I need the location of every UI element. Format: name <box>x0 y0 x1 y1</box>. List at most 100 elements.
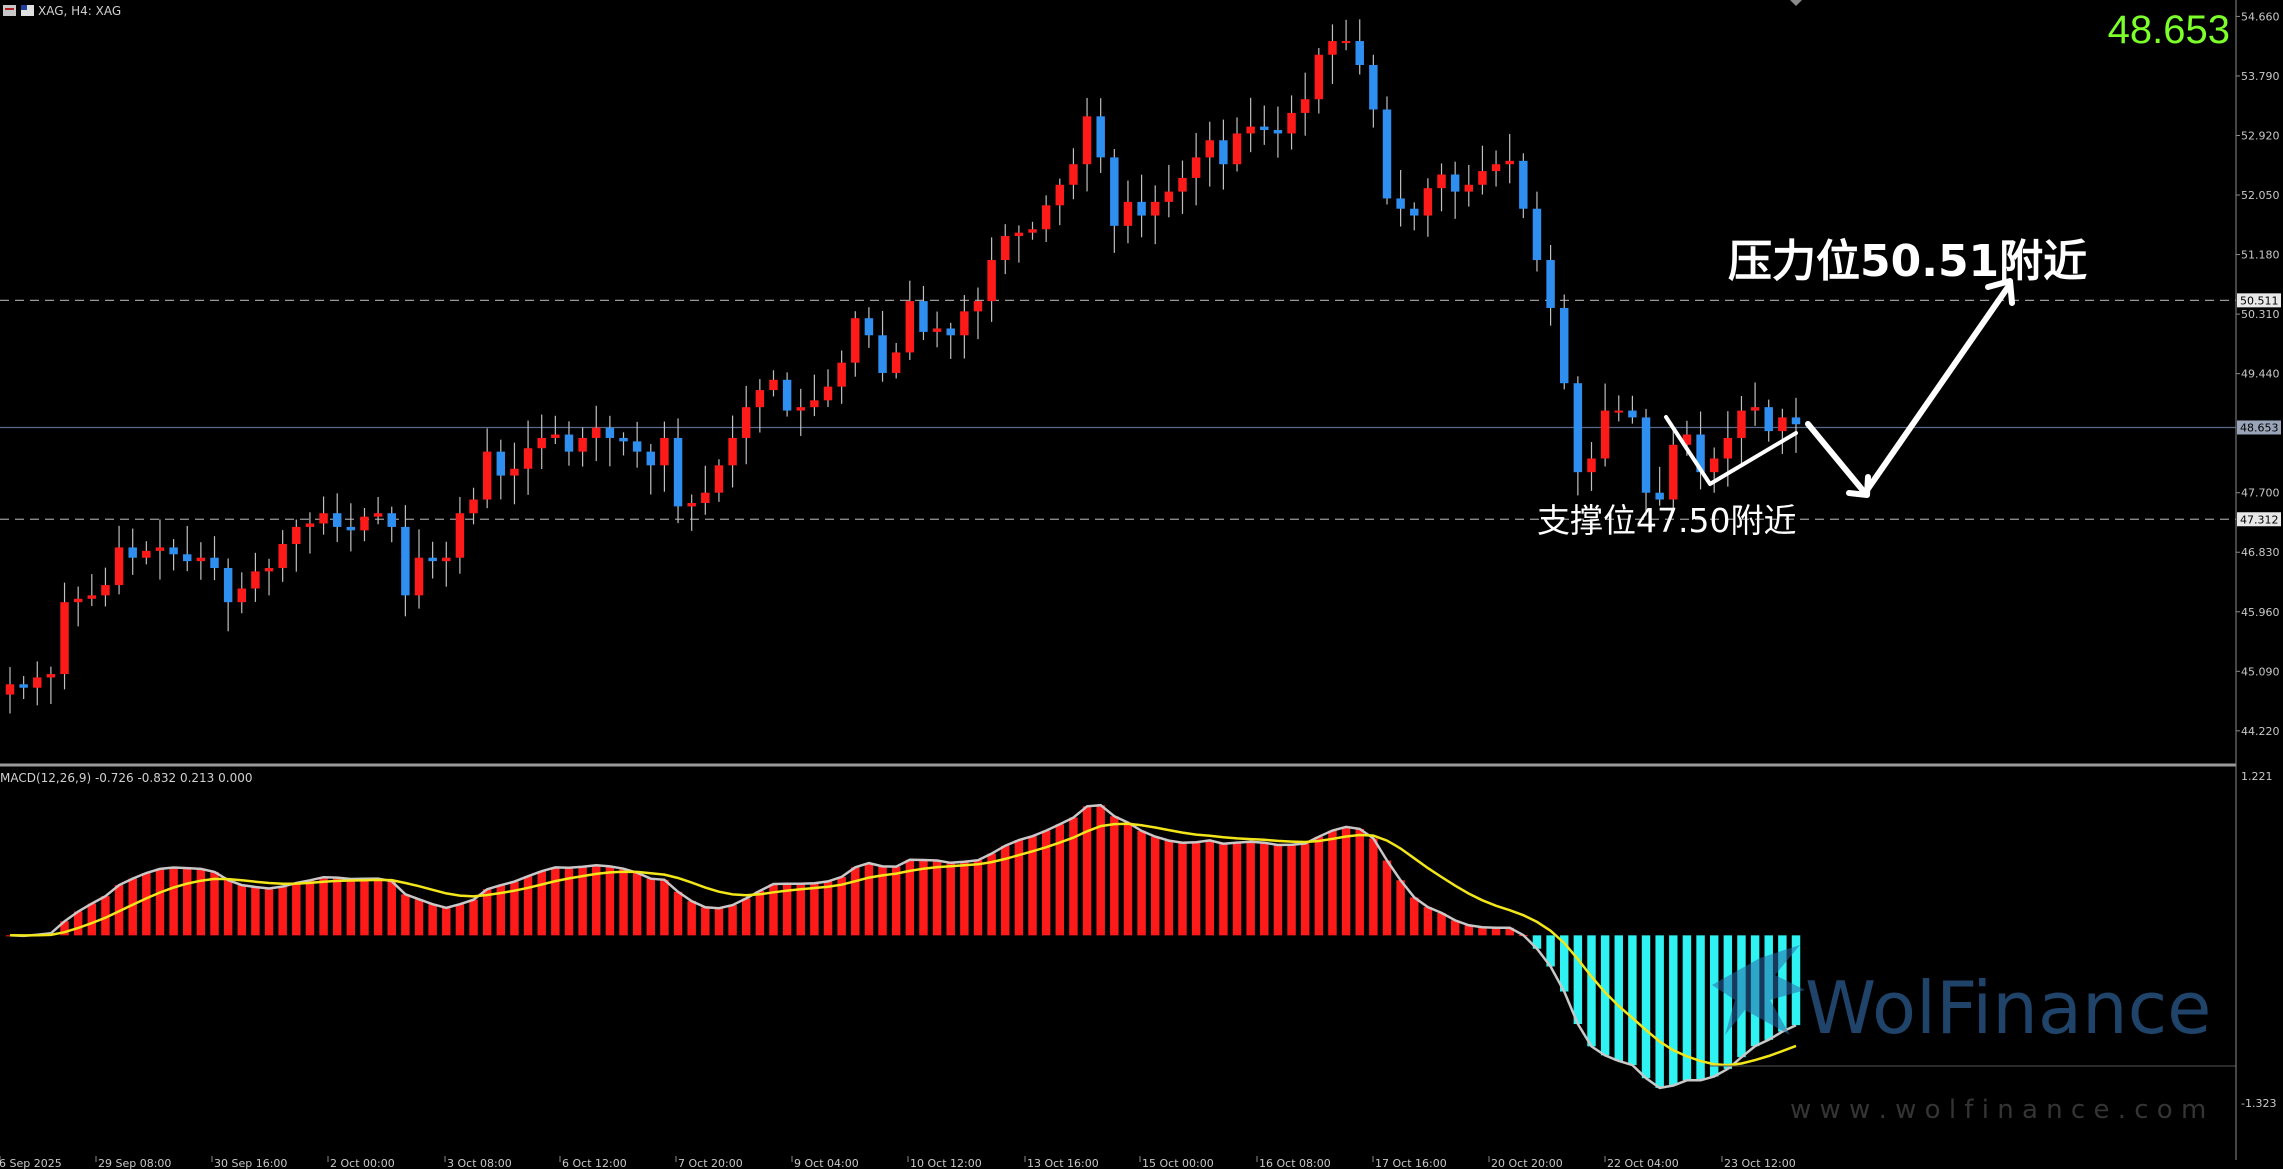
candle-body <box>1396 198 1405 209</box>
candle-body <box>155 547 165 551</box>
macd-histogram-bar <box>796 883 805 936</box>
macd-histogram-bar <box>1041 830 1051 936</box>
macd-histogram-bar <box>919 859 928 936</box>
price-tick-label: 45.960 <box>2241 606 2280 619</box>
candle-body <box>837 362 846 387</box>
candle-body <box>646 451 656 466</box>
candle-body <box>5 684 15 695</box>
macd-histogram-bar <box>1355 828 1364 936</box>
time-tick-label: 22 Oct 04:00 <box>1607 1157 1679 1169</box>
macd-histogram-bar <box>251 886 260 936</box>
window-menu-icon[interactable] <box>3 5 16 16</box>
candle-body <box>1137 201 1146 216</box>
price-tick-label: 49.440 <box>2241 368 2280 381</box>
macd-scale-top: 1.221 <box>2241 770 2273 783</box>
candle-body <box>1410 208 1419 216</box>
macd-histogram-bar <box>1410 897 1419 936</box>
macd-histogram-bar <box>1082 806 1092 936</box>
candle-body <box>183 554 192 562</box>
macd-histogram-bar <box>1696 935 1705 1081</box>
candle-body <box>223 567 233 603</box>
macd-histogram-bar <box>210 871 219 936</box>
price-tick-label: 44.220 <box>2241 725 2280 738</box>
macd-histogram-bar <box>183 868 192 936</box>
candle-body <box>1260 126 1269 131</box>
candle-body <box>1791 417 1801 425</box>
candle-body <box>482 451 492 500</box>
candle-body <box>878 335 887 373</box>
macd-histogram-bar <box>673 891 683 936</box>
candle-body <box>428 557 437 562</box>
candle-body <box>1478 171 1487 185</box>
price-level-tag <box>2237 512 2281 527</box>
macd-histogram-bar <box>1096 805 1105 936</box>
candle-body <box>851 318 860 363</box>
support-annotation: 支撑位47.50附近 <box>1537 501 1796 540</box>
candle-body <box>332 513 342 527</box>
macd-scale-bottom: -1.323 <box>2241 1097 2276 1110</box>
watermark-brand: WolFinance <box>1805 966 2211 1050</box>
macd-histogram-bar <box>292 882 301 936</box>
candle-body <box>210 557 219 568</box>
candle-body <box>1587 458 1596 473</box>
macd-histogram-bar <box>510 881 519 936</box>
macd-histogram-bar <box>1655 935 1664 1088</box>
macd-histogram-bar <box>1328 830 1337 936</box>
macd-histogram-bar <box>646 878 656 936</box>
macd-histogram-bar <box>1560 935 1569 992</box>
candle-body <box>1655 492 1664 500</box>
candle-body <box>1232 133 1242 165</box>
macd-histogram-bar <box>755 890 765 936</box>
macd-histogram-bar <box>1464 925 1474 936</box>
candle-body <box>701 492 710 503</box>
macd-histogram-bar <box>142 873 151 936</box>
macd-histogram-bar <box>1314 836 1324 936</box>
macd-histogram-bar <box>1396 880 1405 936</box>
candle-body <box>469 499 478 514</box>
candle-body <box>292 526 301 545</box>
candle-body <box>823 386 833 401</box>
macd-histogram-bar <box>728 905 737 936</box>
macd-histogram-bar <box>851 867 860 936</box>
macd-signal-line <box>9 822 1797 1067</box>
candle-body <box>605 427 615 438</box>
price-level-tag <box>2237 420 2281 435</box>
macd-histogram-bar <box>1150 836 1160 936</box>
macd-main-line <box>9 803 1797 1090</box>
candle-body <box>1764 407 1773 432</box>
candle-body <box>905 301 915 353</box>
macd-histogram-bar <box>482 889 492 936</box>
candle-body <box>796 407 805 411</box>
candle-body <box>510 468 519 476</box>
time-tick-label: 7 Oct 20:00 <box>678 1157 743 1169</box>
time-tick-label: 13 Oct 16:00 <box>1027 1157 1099 1169</box>
candle-body <box>46 674 56 678</box>
candle-body <box>619 437 628 442</box>
candle-body <box>142 550 151 558</box>
candle-body <box>1069 164 1078 185</box>
macd-histogram-bar <box>319 877 328 936</box>
macd-histogram-bar <box>1628 935 1637 1066</box>
macd-histogram-bar <box>960 861 969 936</box>
candle-body <box>1532 208 1542 261</box>
candle-body <box>1123 201 1133 226</box>
macd-histogram-bar <box>1382 860 1392 936</box>
macd-histogram-bar <box>619 868 628 936</box>
arrowhead-up <box>1985 278 2015 306</box>
macd-histogram-bar <box>1028 836 1037 936</box>
candle-body <box>919 301 928 332</box>
candle-body <box>346 526 356 531</box>
macd-histogram-bar <box>1682 935 1692 1081</box>
candle-body <box>1560 307 1569 384</box>
chart-header: XAG, H4: XAG 48.653 <box>3 0 2230 52</box>
candle-body <box>537 437 546 449</box>
macd-histogram-bar <box>837 876 846 936</box>
candle-body <box>1491 164 1501 172</box>
macd-histogram-bar <box>1587 935 1596 1047</box>
candle-body <box>578 437 587 452</box>
macd-histogram-bar <box>455 904 465 936</box>
scroll-marker-icon[interactable] <box>1790 0 1802 6</box>
time-tick-label: 26 Sep 2025 <box>0 1157 62 1169</box>
candle-body <box>523 448 533 469</box>
